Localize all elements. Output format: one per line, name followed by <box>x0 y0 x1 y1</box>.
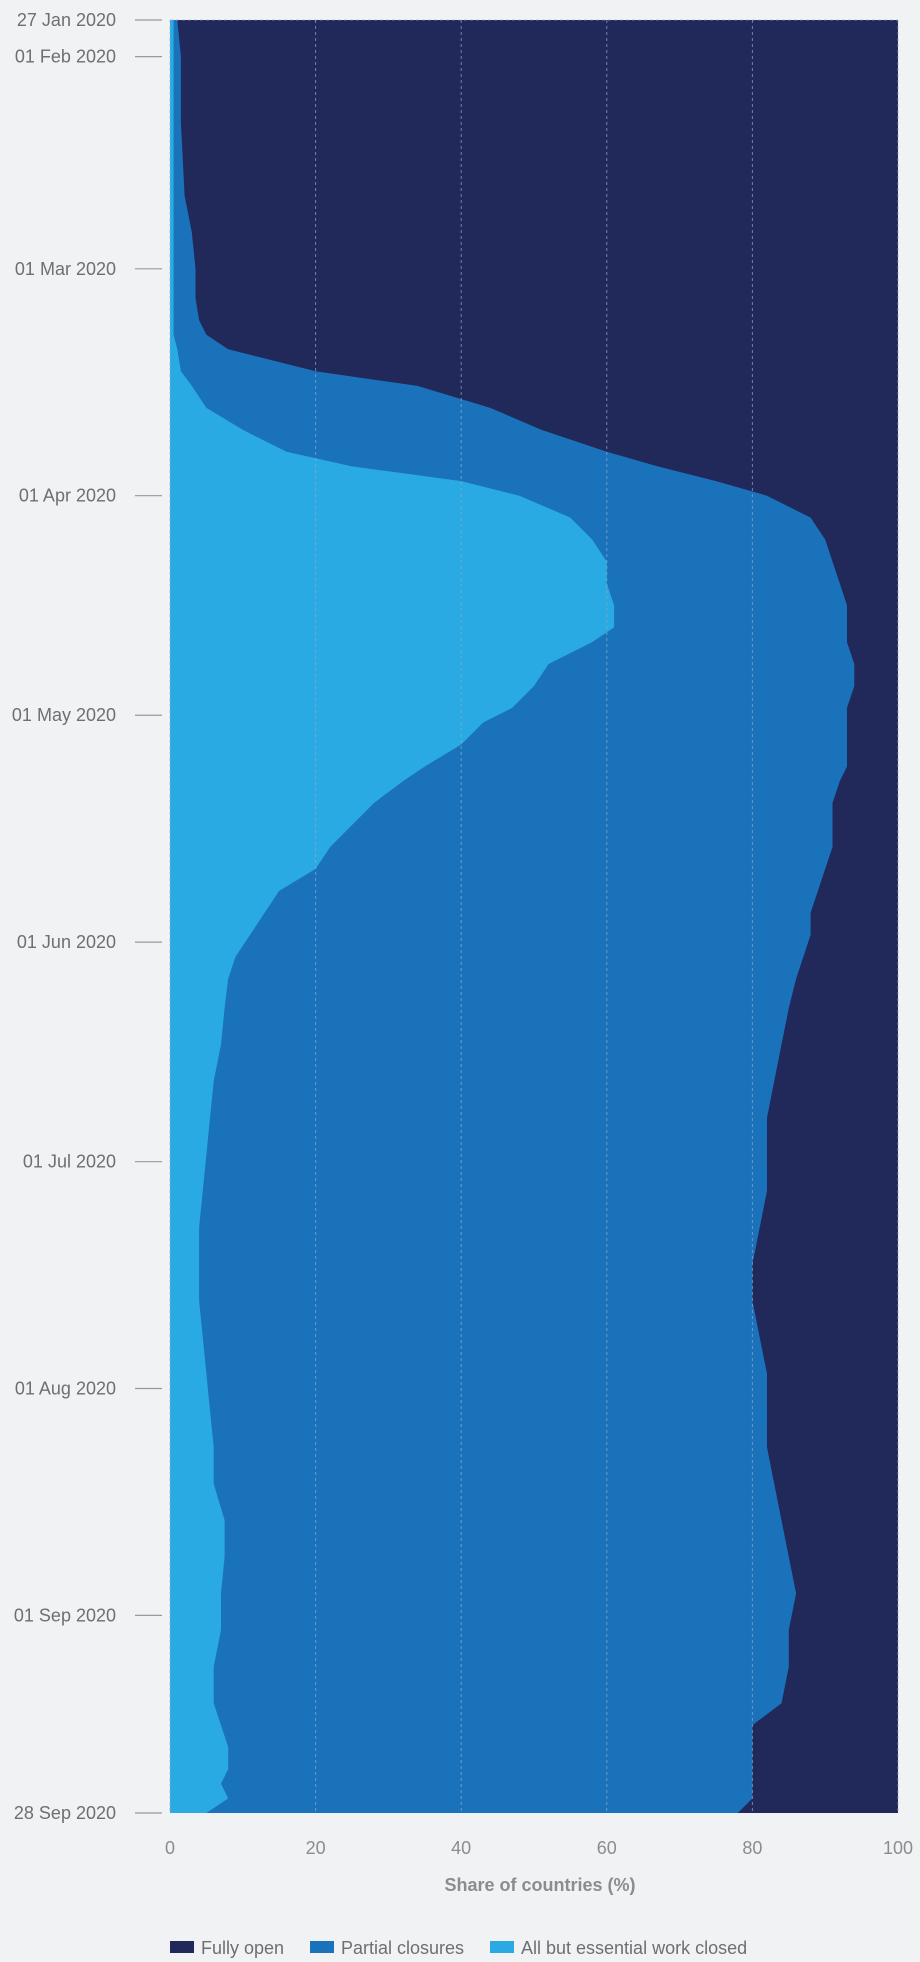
legend-item: All but essential work closed <box>490 1938 747 1958</box>
plot-area <box>170 20 898 1813</box>
date-tick-label: 01 Aug 2020 <box>15 1379 116 1399</box>
date-tick-label: 01 Mar 2020 <box>15 259 116 279</box>
date-tick-label: 01 May 2020 <box>12 705 116 725</box>
legend-label: Partial closures <box>341 1938 464 1958</box>
share-tick-label: 60 <box>597 1838 617 1858</box>
share-tick-label: 80 <box>742 1838 762 1858</box>
share-tick-label: 0 <box>165 1838 175 1858</box>
legend-item: Fully open <box>170 1938 284 1958</box>
legend: Fully open Partial closures All but essent… <box>170 1938 747 1958</box>
share-tick-label: 20 <box>306 1838 326 1858</box>
legend-swatch <box>310 1941 334 1953</box>
legend-swatch <box>490 1941 514 1953</box>
share-axis: 0 20 40 60 80 100 <box>165 1838 913 1858</box>
x-axis-title: Share of countries (%) <box>444 1875 635 1895</box>
date-tick-label: 01 Sep 2020 <box>14 1605 116 1625</box>
date-axis: 27 Jan 2020 01 Feb 2020 01 Mar 2020 01 Apr … <box>12 10 162 1823</box>
legend-label: Fully open <box>201 1938 284 1958</box>
gridlines <box>169 19 899 1813</box>
date-tick-label: 01 Jun 2020 <box>17 932 116 952</box>
legend-item: Partial closures <box>310 1938 464 1958</box>
date-tick-label: 01 Jul 2020 <box>23 1152 116 1172</box>
share-tick-label: 100 <box>883 1838 913 1858</box>
area-all-but-essential-closed <box>170 20 615 1813</box>
date-tick-label: 01 Feb 2020 <box>15 47 116 67</box>
date-tick-label: 28 Sep 2020 <box>14 1803 116 1823</box>
legend-label: All but essential work closed <box>521 1938 747 1958</box>
date-tick-label: 01 Apr 2020 <box>19 486 116 506</box>
date-tick-label: 27 Jan 2020 <box>17 10 116 30</box>
legend-swatch <box>170 1941 194 1953</box>
share-tick-label: 40 <box>451 1838 471 1858</box>
